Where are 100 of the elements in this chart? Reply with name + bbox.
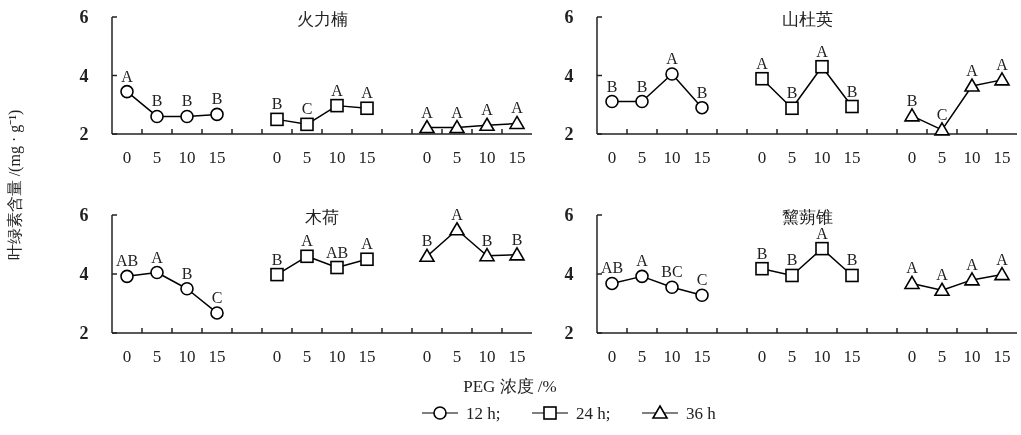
point [180, 109, 194, 124]
x-tick-label: 10 [663, 347, 681, 366]
point [150, 109, 164, 124]
point [934, 122, 950, 136]
data-label: A [481, 101, 494, 119]
point [665, 67, 679, 81]
data-label: A [361, 84, 374, 102]
x-tick-label: 0 [907, 148, 917, 167]
point [509, 247, 525, 261]
x-tick-label: 5 [787, 148, 797, 167]
y-axis-title: 叶绿素含量 /(mg · g⁻¹) [6, 109, 24, 261]
y-tick-label: 2 [79, 323, 89, 343]
point [419, 119, 435, 134]
point [330, 260, 344, 275]
data-label: C [211, 288, 223, 306]
x-tick-label: 10 [813, 347, 831, 366]
point [449, 221, 465, 236]
x-tick-label: 0 [757, 148, 767, 167]
point [360, 252, 374, 267]
x-tick-label: 0 [607, 148, 617, 167]
point [785, 101, 799, 116]
point [994, 72, 1010, 86]
data-label: A [756, 54, 769, 72]
x-tick-label: 5 [152, 347, 162, 366]
point [210, 306, 224, 320]
data-label: B [271, 95, 283, 113]
point [479, 117, 495, 132]
point [330, 98, 344, 113]
point [270, 267, 284, 282]
x-tick-label: 0 [422, 347, 432, 366]
point [605, 276, 619, 291]
x-tick-label: 0 [607, 347, 617, 366]
point [210, 107, 224, 122]
data-label: A [966, 255, 979, 273]
chart-title: 黧蒴锥 [781, 208, 833, 227]
x-tick-label: 5 [637, 148, 647, 167]
x-tick-label: 15 [993, 148, 1011, 167]
y-tick-label: 2 [564, 124, 574, 144]
point [665, 280, 679, 295]
x-tick-label: 15 [693, 347, 711, 366]
point [845, 268, 859, 283]
x-tick-label: 10 [478, 148, 496, 167]
data-label: A [996, 55, 1009, 73]
data-label: AB [115, 252, 139, 270]
point [755, 261, 769, 276]
y-tick-label: 6 [564, 7, 574, 27]
point [180, 281, 194, 296]
y-tick-label: 4 [564, 65, 574, 86]
point [785, 268, 799, 283]
data-label: C [696, 271, 708, 289]
data-label: B [481, 231, 493, 249]
data-label: C [936, 105, 948, 123]
data-label: AB [600, 259, 624, 277]
x-tick-label: 5 [302, 148, 312, 167]
x-tick-label: 15 [208, 347, 226, 366]
point [270, 112, 284, 127]
data-label: A [121, 67, 134, 85]
point [964, 272, 980, 286]
x-tick-label: 0 [907, 347, 917, 366]
x-tick-label: 10 [328, 148, 346, 167]
point [479, 247, 495, 262]
y-tick-label: 6 [564, 205, 574, 225]
y-tick-label: 4 [79, 65, 89, 86]
x-tick-label: 10 [178, 148, 196, 167]
x-tick-label: 15 [358, 148, 376, 167]
data-label: A [331, 81, 344, 99]
point [150, 265, 164, 280]
point [120, 84, 134, 99]
y-tick-label: 6 [79, 7, 89, 27]
data-label: A [301, 232, 314, 250]
data-label: B [636, 77, 648, 95]
data-label: B [846, 251, 858, 269]
x-tick-label: 10 [963, 148, 981, 167]
data-label: B [151, 92, 163, 110]
data-label: A [636, 252, 649, 270]
data-label: A [451, 205, 464, 223]
chart-title: 火力楠 [296, 10, 348, 29]
data-label: B [696, 83, 708, 101]
x-tick-label: 0 [272, 148, 282, 167]
data-label: A [451, 103, 464, 121]
point [509, 115, 525, 130]
legend-label: 24 h; [576, 404, 611, 423]
point [695, 100, 709, 115]
x-tick-label: 15 [208, 148, 226, 167]
x-tick-label: 5 [452, 148, 462, 167]
point [934, 282, 950, 297]
data-label: A [996, 250, 1009, 268]
data-label: A [421, 103, 434, 121]
x-tick-label: 10 [813, 148, 831, 167]
y-tick-label: 4 [564, 264, 574, 284]
data-label: B [511, 230, 523, 248]
data-label: A [816, 224, 829, 242]
x-tick-label: 10 [963, 347, 981, 366]
data-label: AB [325, 243, 349, 261]
x-tick-label: 15 [843, 148, 861, 167]
y-tick-label: 4 [79, 264, 89, 284]
x-tick-label: 0 [422, 148, 432, 167]
point [635, 94, 649, 109]
point [300, 249, 314, 264]
point [815, 59, 829, 74]
